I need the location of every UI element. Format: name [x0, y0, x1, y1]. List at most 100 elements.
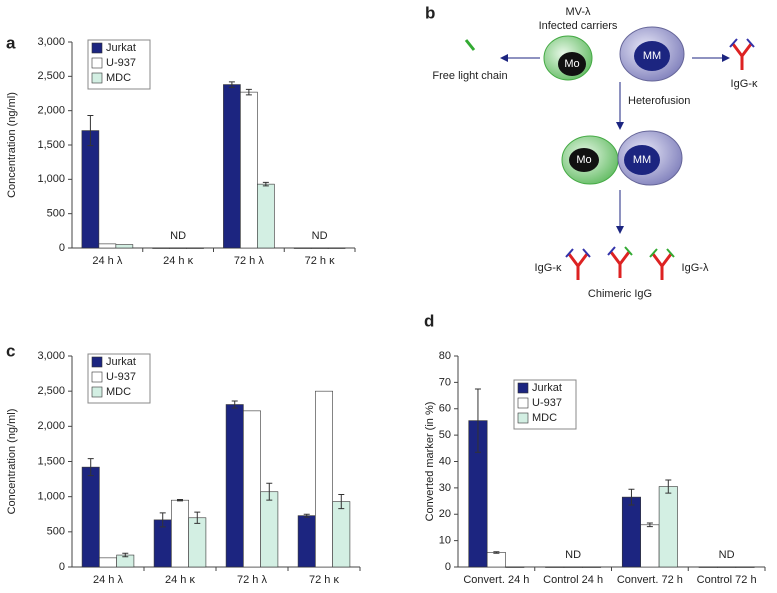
legend-label: U-937: [106, 371, 136, 383]
legend-label: Jurkat: [532, 382, 562, 394]
error-bar: [628, 488, 635, 506]
x-tick-label: Convert. 72 h: [617, 574, 683, 586]
bar: [81, 466, 100, 568]
x-tick-label: 72 h κ: [305, 255, 335, 267]
legend-label: Jurkat: [106, 42, 136, 54]
antibody: [649, 248, 675, 280]
error-bar: [87, 114, 94, 147]
legend-label: MDC: [532, 412, 557, 424]
annotation: ND: [170, 230, 186, 242]
legend-swatch: [91, 42, 103, 54]
y-tick-label: 1,500: [37, 139, 65, 151]
bar: [717, 566, 737, 568]
bar: [621, 496, 641, 568]
bar: [99, 557, 117, 568]
bar: [505, 566, 525, 568]
x-tick-label: 24 h κ: [165, 574, 195, 586]
x-tick-label: 72 h λ: [237, 574, 267, 586]
error-bar: [87, 458, 94, 477]
error-bar: [665, 479, 672, 494]
panel-letter: a: [6, 33, 16, 52]
bar: [188, 517, 207, 568]
legend-swatch: [91, 57, 103, 69]
y-tick-label: 40: [439, 455, 451, 467]
y-tick-label: 50: [439, 429, 451, 441]
y-tick-label: 80: [439, 350, 451, 362]
y-tick-label: 30: [439, 482, 451, 494]
antibody: [565, 248, 591, 280]
error-bar: [303, 513, 310, 518]
label: Heterofusion: [628, 95, 690, 107]
bar: [640, 524, 660, 568]
light-chain: [464, 39, 476, 51]
nucleus: [569, 148, 599, 172]
nucleus: [634, 41, 670, 71]
y-tick-label: 0: [59, 561, 65, 573]
y-tick-label: 2,000: [37, 105, 65, 117]
bar: [260, 491, 279, 568]
bar: [240, 91, 258, 249]
y-tick-label: 20: [439, 508, 451, 520]
error-bar: [231, 400, 238, 409]
bar: [563, 566, 583, 568]
bar: [698, 566, 718, 568]
error-bar: [493, 551, 500, 554]
x-tick-label: Control 72 h: [697, 574, 757, 586]
panel-letter: c: [6, 341, 15, 360]
error-bar: [194, 511, 201, 524]
error-bar: [228, 81, 235, 88]
legend-swatch: [91, 72, 103, 84]
bar: [658, 486, 678, 568]
label: Chimeric IgG: [588, 288, 652, 300]
annotation: ND: [565, 549, 581, 561]
diagram: b MV-λ Infected carriers Mo MM Free ligh…: [425, 3, 758, 299]
legend-swatch: [517, 382, 529, 394]
legend-swatch: [517, 397, 529, 409]
panel-letter: d: [424, 311, 434, 330]
y-tick-label: 1,000: [37, 491, 65, 503]
error-bar: [474, 388, 481, 453]
label: Mo: [576, 154, 591, 166]
y-tick-label: 10: [439, 535, 451, 547]
bar: [310, 247, 329, 249]
legend-label: MDC: [106, 386, 131, 398]
x-tick-label: Convert. 24 h: [463, 574, 529, 586]
label: Free light chain: [432, 70, 507, 82]
bar: [152, 247, 170, 249]
annotation: ND: [719, 549, 735, 561]
error-bar: [122, 552, 129, 558]
y-tick-label: 1,000: [37, 173, 65, 185]
bar: [582, 566, 602, 568]
antibody: [607, 246, 633, 278]
legend-swatch: [91, 356, 103, 368]
error-bar: [266, 482, 273, 501]
error-bar: [245, 88, 252, 96]
x-tick-label: 72 h κ: [309, 574, 339, 586]
bar: [171, 499, 189, 568]
antibody: [729, 38, 755, 70]
nucleus: [558, 52, 586, 76]
y-axis-title: Concentration (ng/ml): [6, 92, 18, 198]
bar: [293, 247, 312, 249]
y-tick-label: 60: [439, 403, 451, 415]
label: Mo: [564, 58, 579, 70]
legend-label: Jurkat: [106, 356, 136, 368]
x-tick-label: 24 h λ: [92, 255, 122, 267]
error-bar: [338, 494, 345, 510]
y-tick-label: 2,500: [37, 70, 65, 82]
x-tick-label: 24 h λ: [93, 574, 123, 586]
bar: [332, 501, 351, 568]
bar: [98, 243, 117, 249]
y-tick-label: 2,500: [37, 385, 65, 397]
x-tick-label: Control 24 h: [543, 574, 603, 586]
y-tick-label: 500: [47, 208, 65, 220]
bar: [243, 410, 261, 568]
label: MM: [643, 50, 661, 62]
bar: [327, 247, 346, 249]
bar: [81, 130, 100, 249]
bar: [545, 566, 565, 568]
label: Infected carriers: [539, 20, 618, 32]
error-bar: [159, 512, 166, 528]
nucleus: [624, 145, 660, 175]
label: IgG-λ: [682, 262, 709, 274]
